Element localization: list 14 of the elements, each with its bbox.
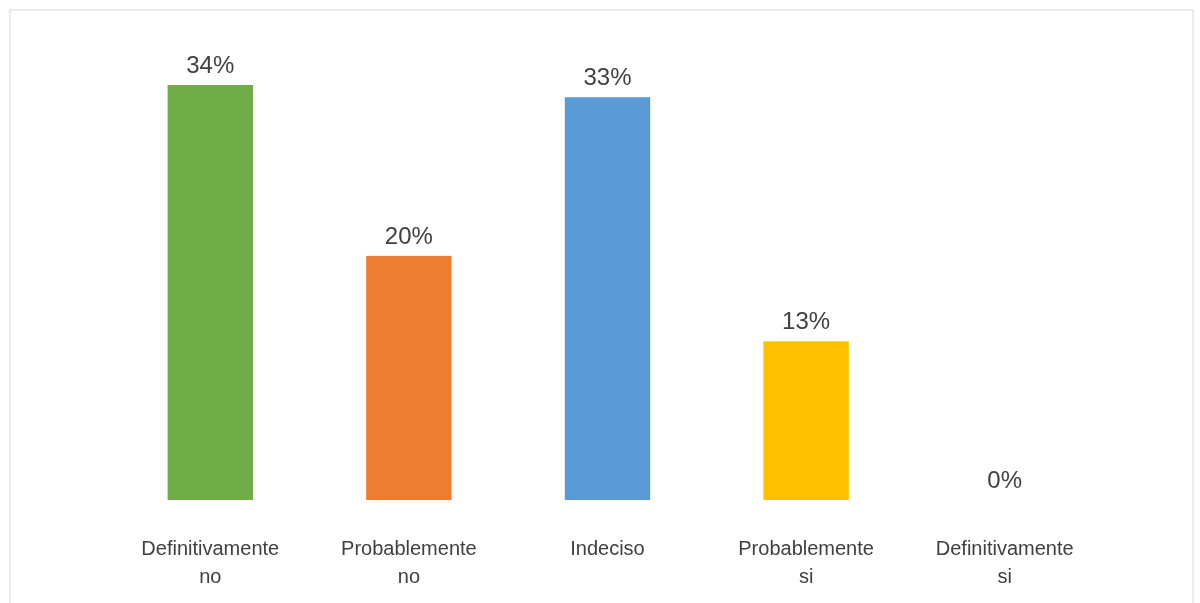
data-label: 33% <box>583 63 632 91</box>
data-label: 13% <box>782 307 831 335</box>
bar <box>763 341 849 500</box>
x-tick-label: Probablemente si <box>738 537 874 587</box>
x-tick-label: Definitivamente no <box>141 537 280 587</box>
x-tick-label: Probablemente no <box>341 537 477 587</box>
bar <box>564 97 651 500</box>
data-label: 20% <box>384 221 433 249</box>
bar <box>366 255 452 500</box>
x-tick-label: Indeciso <box>570 537 645 559</box>
bar <box>167 85 253 500</box>
data-label: 34% <box>186 51 235 78</box>
x-tick-label: Definitivamente si <box>935 537 1074 587</box>
data-label: 0% <box>987 466 1023 493</box>
